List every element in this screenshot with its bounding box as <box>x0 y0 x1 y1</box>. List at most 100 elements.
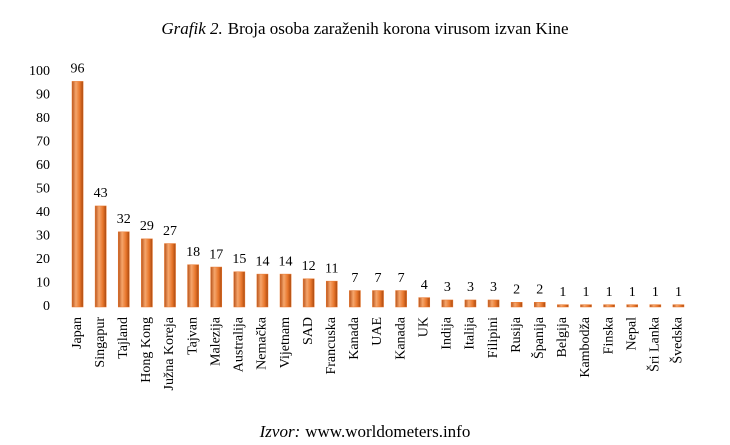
value-label: 7 <box>375 271 382 286</box>
bar <box>580 304 592 308</box>
value-label: 14 <box>279 254 293 269</box>
x-tick-label: Filipini <box>486 317 501 358</box>
bar <box>141 238 153 308</box>
value-label: 1 <box>559 285 566 300</box>
value-label: 18 <box>186 245 200 260</box>
bar <box>418 297 431 308</box>
bar <box>71 81 84 308</box>
value-label: 1 <box>606 285 613 300</box>
value-label: 1 <box>583 285 590 300</box>
value-label: 2 <box>513 283 520 298</box>
x-tick-label: Belgija <box>555 316 570 357</box>
bar <box>510 302 523 308</box>
x-tick-label: Kanada <box>393 316 408 360</box>
x-tick-label: Španija <box>530 316 547 359</box>
bar <box>557 304 569 308</box>
bar <box>164 243 176 308</box>
y-tick-label: 100 <box>29 64 50 79</box>
value-label: 27 <box>163 224 177 239</box>
value-label: 1 <box>652 285 659 300</box>
x-tick-label: Nepal <box>624 317 639 351</box>
y-tick-label: 30 <box>36 229 50 244</box>
y-tick-label: 50 <box>36 182 50 197</box>
bar <box>256 273 269 308</box>
bar <box>94 205 107 308</box>
bar <box>233 271 246 308</box>
x-tick-label: Vijetnam <box>278 317 293 368</box>
y-tick-label: 90 <box>36 88 50 103</box>
x-tick-label: Japan <box>70 317 85 349</box>
bar <box>279 273 292 308</box>
x-tick-label: Tajvan <box>185 317 200 355</box>
x-tick-label: Francuska <box>324 316 339 374</box>
y-tick-label: 80 <box>36 111 50 126</box>
value-label: 4 <box>421 278 428 293</box>
x-tick-label: Tajland <box>116 317 131 359</box>
x-tick-label: Šri Lanka <box>646 316 663 372</box>
x-tick-label: Finska <box>601 316 616 354</box>
y-tick-label: 60 <box>36 158 50 173</box>
x-tick-label: Nemačka <box>255 316 270 370</box>
value-label: 7 <box>351 271 358 286</box>
x-tick-label: SAD <box>301 317 316 345</box>
bar <box>672 304 685 308</box>
y-tick-label: 10 <box>36 276 50 291</box>
x-tick-label: Rusija <box>509 316 524 353</box>
bar <box>441 299 454 308</box>
value-label: 11 <box>325 261 338 276</box>
value-label: 3 <box>444 280 451 295</box>
bar <box>626 304 639 308</box>
bar <box>117 231 130 308</box>
x-tick-label: Italija <box>463 316 478 349</box>
x-tick-label: UK <box>416 317 431 337</box>
value-label: 2 <box>536 283 543 298</box>
bar <box>325 280 338 308</box>
value-label: 14 <box>255 254 269 269</box>
x-tick-label: Kanada <box>347 316 362 360</box>
bar <box>349 290 361 308</box>
source: Izvor: www.worldometers.info <box>259 422 471 441</box>
value-label: 3 <box>467 280 474 295</box>
bar <box>302 278 315 308</box>
x-tick-label: UAE <box>370 317 385 346</box>
value-label: 7 <box>398 271 405 286</box>
y-tick-label: 40 <box>36 205 50 220</box>
source-label: Izvor: <box>259 422 301 441</box>
y-tick-label: 70 <box>36 135 50 150</box>
value-label: 17 <box>209 247 223 262</box>
x-tick-label: Singapur <box>93 317 108 368</box>
x-tick-label: Kambodža <box>578 316 593 377</box>
title-number: Grafik 2. <box>161 19 222 38</box>
value-label: 1 <box>675 285 682 300</box>
bar <box>210 266 223 308</box>
x-tick-label: Hong Kong <box>139 317 154 383</box>
bar <box>533 302 546 308</box>
bar <box>395 290 407 308</box>
x-tick-label: Švedska <box>669 316 686 363</box>
x-tick-label: Malezija <box>208 316 223 366</box>
x-tick-label: Australija <box>232 316 247 372</box>
bar <box>649 304 662 308</box>
value-label: 96 <box>71 62 85 77</box>
bar <box>464 299 477 308</box>
x-tick-label: Indija <box>440 316 455 349</box>
value-label: 12 <box>302 259 316 274</box>
chart-title: Grafik 2. Broja osoba zaraženih korona vi… <box>161 19 568 38</box>
value-label: 15 <box>232 252 246 267</box>
title-text: Broja osoba zaraženih korona virusom izv… <box>228 19 569 38</box>
y-tick-label: 0 <box>43 299 50 314</box>
x-tick-label: Južna Koreja <box>162 316 177 390</box>
value-label: 43 <box>94 186 108 201</box>
bar <box>187 264 199 308</box>
bar <box>372 290 384 308</box>
bar <box>603 304 615 308</box>
value-label: 32 <box>117 212 131 227</box>
y-tick-label: 20 <box>36 252 50 267</box>
value-label: 3 <box>490 280 497 295</box>
value-label: 1 <box>629 285 636 300</box>
value-label: 29 <box>140 219 154 234</box>
bar <box>487 299 500 308</box>
source-text: www.worldometers.info <box>305 422 470 441</box>
